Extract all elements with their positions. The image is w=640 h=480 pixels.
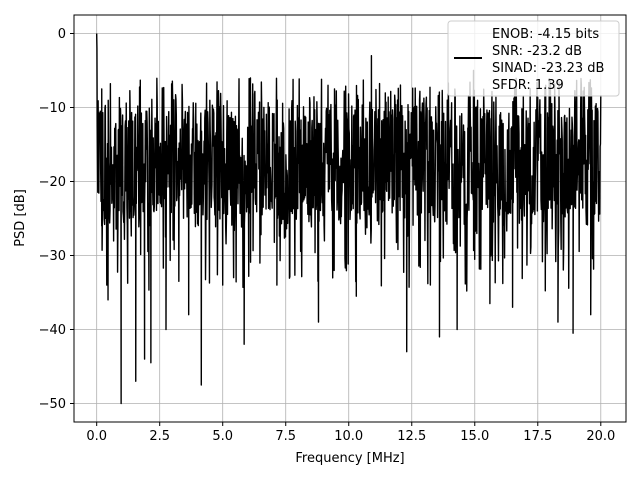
y-tick-label: −50 <box>39 397 66 412</box>
legend-label: ENOB: -4.15 bits SNR: -23.2 dB SINAD: -23.… <box>492 27 604 93</box>
x-tick-label: 17.5 <box>523 429 552 444</box>
legend-label-line: SINAD: -23.23 dB <box>492 61 604 76</box>
x-tick-label: 0.0 <box>86 429 107 444</box>
y-axis-ticks: 0 −10 −20 −30 −40 −50 <box>39 27 74 412</box>
legend-label-line: SFDR: 1.39 <box>492 78 564 93</box>
x-tick-label: 2.5 <box>149 429 170 444</box>
y-tick-label: −10 <box>39 101 66 116</box>
y-tick-label: −20 <box>39 175 66 190</box>
y-axis-label: PSD [dB] <box>13 189 28 247</box>
x-axis-ticks: 0.0 2.5 5.0 7.5 10.0 12.5 15.0 17.5 20.0 <box>86 422 615 444</box>
y-tick-label: 0 <box>58 27 66 42</box>
y-tick-label: −30 <box>39 249 66 264</box>
x-tick-label: 7.5 <box>275 429 296 444</box>
psd-line <box>95 33 602 405</box>
legend-label-line: SNR: -23.2 dB <box>492 44 582 59</box>
x-tick-label: 5.0 <box>212 429 233 444</box>
legend-frame <box>447 20 620 97</box>
x-tick-label: 15.0 <box>460 429 489 444</box>
y-tick-label: −40 <box>39 323 66 338</box>
x-axis-label: Frequency [MHz] <box>295 451 404 466</box>
x-tick-label: 12.5 <box>397 429 426 444</box>
psd-series <box>95 33 602 405</box>
x-tick-label: 20.0 <box>586 429 615 444</box>
legend-label-line: ENOB: -4.15 bits <box>492 27 599 42</box>
legend: ENOB: -4.15 bits SNR: -23.2 dB SINAD: -23.… <box>447 20 620 97</box>
plot-frame <box>73 14 627 423</box>
x-tick-label: 10.0 <box>334 429 363 444</box>
